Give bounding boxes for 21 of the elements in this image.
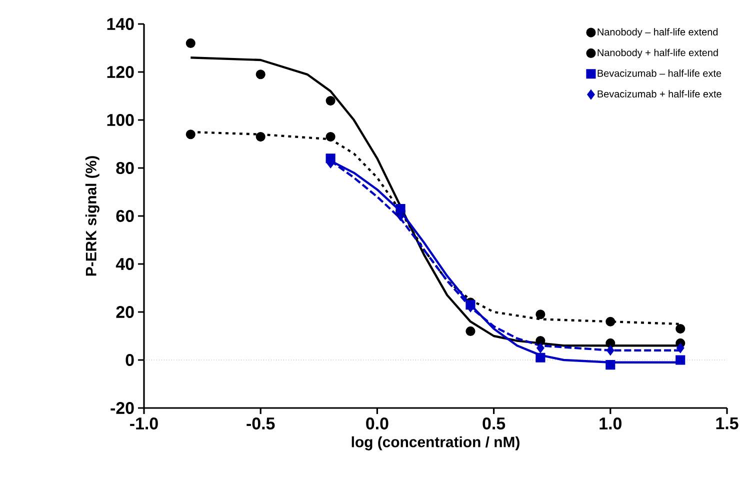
y-tick-label: 20 <box>116 306 134 318</box>
y-tick-label: 80 <box>116 162 134 174</box>
legend-label: Bevacizumab + half-life exte <box>598 90 722 98</box>
legend-label: Nanobody – half-life extend <box>598 28 718 38</box>
y-tick-label: 60 <box>116 210 134 222</box>
y-axis-title: P-ERK signal (%) <box>85 156 100 276</box>
y-tick-label: -20 <box>110 402 134 414</box>
x-tick-label: 1.5 <box>716 417 738 430</box>
y-tick-label: 40 <box>116 258 134 270</box>
x-tick-label: 0.0 <box>366 417 388 430</box>
y-tick-label: 0 <box>126 354 134 366</box>
x-axis-title: log (concentration / nM) <box>352 436 520 450</box>
legend-label: Bevacizumab – half-life exte <box>598 70 722 77</box>
x-tick-label: 1.0 <box>600 417 622 430</box>
x-tick-label: 0.5 <box>482 417 506 430</box>
x-tick-label: -1.0 <box>130 417 158 430</box>
y-tick-label: 100 <box>107 114 134 126</box>
x-tick-label: -0.5 <box>246 417 275 430</box>
y-tick-label: 140 <box>107 18 134 30</box>
y-tick-label: 120 <box>107 66 134 78</box>
legend-label: Nanobody + half-life extend <box>598 48 718 58</box>
